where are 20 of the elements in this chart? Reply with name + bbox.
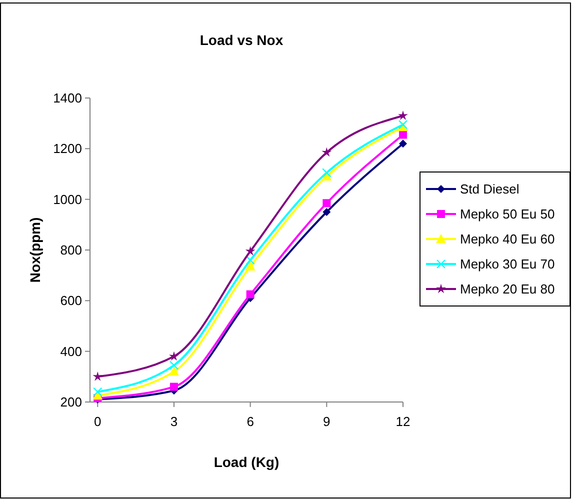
legend-label: Mepko 40 Eu 60	[460, 232, 555, 247]
x-axis-title: Load (Kg)	[214, 454, 280, 470]
y-tick-label: 1400	[53, 90, 82, 106]
y-tick-label: 1200	[53, 141, 82, 156]
x-tick-label: 3	[170, 414, 178, 429]
y-axis-title: Nox(ppm)	[27, 217, 43, 283]
y-tick-label: 1000	[53, 192, 82, 207]
chart-title: Load vs Nox	[200, 32, 284, 48]
legend-label: Mepko 30 Eu 70	[460, 256, 555, 272]
legend-label: Mepko 50 Eu 50	[460, 206, 555, 222]
legend-label: Mepko 20 Eu 80	[460, 282, 555, 297]
x-tick-label: 6	[246, 414, 254, 429]
y-tick-label: 400	[60, 344, 82, 359]
x-tick-label: 12	[396, 414, 410, 429]
y-tick-label: 200	[60, 394, 82, 410]
y-tick-label: 800	[60, 242, 82, 258]
y-tick-label: 600	[60, 293, 82, 308]
legend-label: Std Diesel	[460, 182, 520, 197]
x-tick-label: 0	[94, 414, 102, 429]
x-tick-label: 9	[323, 414, 330, 429]
